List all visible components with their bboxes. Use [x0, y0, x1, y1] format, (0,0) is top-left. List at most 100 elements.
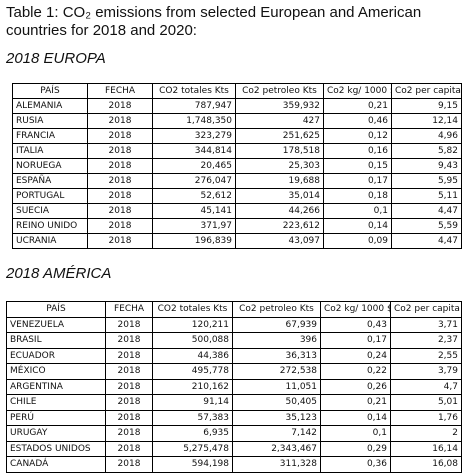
table-row: VENEZUELA 2018 120,211 67,939 0,43 3,71: [6, 316, 462, 333]
cell-co2-per-capita: 9,15: [391, 98, 462, 114]
cell-year: 2018: [105, 425, 153, 442]
cell-co2-total: 57,383: [152, 409, 233, 426]
table-row: SUECIA 2018 45,141 44,266 0,1 4,47: [12, 203, 462, 219]
table-header-row: PAÍS FECHA CO2 totales Kts Co2 petroleo Kts…: [6, 301, 462, 318]
cell-country: ECUADOR: [6, 347, 106, 364]
cell-year: 2018: [87, 128, 153, 144]
cell-co2-per-1000-usd: 0,24: [320, 347, 391, 364]
column-header-co2-per-1000-usd: Co2 kg/ 1000 $: [320, 301, 391, 318]
cell-co2-petroleum: 223,612: [235, 218, 324, 234]
cell-co2-per-1000-usd: 0,14: [323, 218, 392, 234]
cell-year: 2018: [87, 158, 153, 174]
cell-co2-total: 787,947: [152, 98, 236, 114]
cell-co2-petroleum: 427: [235, 113, 324, 129]
cell-co2-per-1000-usd: 0,1: [320, 425, 391, 442]
cell-co2-per-capita: 1,76: [390, 409, 462, 426]
table-row: FRANCIA 2018 323,279 251,625 0,12 4,96: [12, 128, 462, 144]
cell-co2-total: 45,141: [152, 203, 236, 219]
cell-co2-per-1000-usd: 0,09: [323, 233, 392, 249]
cell-country: FRANCIA: [12, 128, 88, 144]
cell-co2-per-capita: 2,37: [390, 332, 462, 349]
europe-emissions-table: PAÍS FECHA CO2 totales Kts Co2 petroleo Kts…: [12, 83, 462, 249]
table-row: URUGAY 2018 6,935 7,142 0,1 2: [6, 425, 462, 442]
cell-co2-per-1000-usd: 0,29: [320, 440, 391, 457]
cell-co2-total: 196,839: [152, 233, 236, 249]
cell-country: ESPAÑA: [12, 173, 88, 189]
table-row: CANADÁ 2018 594,198 311,328 0,36 16,08: [6, 456, 462, 473]
table-row: ITALIA 2018 344,814 178,518 0,16 5,82: [12, 143, 462, 159]
cell-co2-petroleum: 251,625: [235, 128, 324, 144]
cell-co2-per-capita: 9,43: [391, 158, 462, 174]
table-row: MÉXICO 2018 495,778 272,538 0,22 3,79: [6, 363, 462, 380]
cell-co2-per-1000-usd: 0,43: [320, 316, 391, 333]
cell-co2-petroleum: 25,303: [235, 158, 324, 174]
cell-co2-total: 6,935: [152, 425, 233, 442]
cell-co2-petroleum: 311,328: [232, 456, 321, 473]
cell-co2-per-1000-usd: 0,21: [323, 98, 392, 114]
cell-country: ITALIA: [12, 143, 88, 159]
column-header-co2-per-capita: Co2 per capita: [390, 301, 462, 318]
cell-co2-total: 276,047: [152, 173, 236, 189]
table-row: ESPAÑA 2018 276,047 19,688 0,17 5,95: [12, 173, 462, 189]
table-header-row: PAÍS FECHA CO2 totales Kts Co2 petroleo Kts…: [12, 83, 462, 99]
cell-country: URUGAY: [6, 425, 106, 442]
cell-co2-per-capita: 2,55: [390, 347, 462, 364]
table-row: ESTADOS UNIDOS 2018 5,275,478 2,343,467 0,29…: [6, 440, 462, 457]
table-row: CHILE 2018 91,14 50,405 0,21 5,01: [6, 394, 462, 411]
cell-co2-per-1000-usd: 0,18: [323, 188, 392, 204]
cell-year: 2018: [105, 456, 153, 473]
cell-country: BRASIL: [6, 332, 106, 349]
cell-co2-per-1000-usd: 0,36: [320, 456, 391, 473]
table-row: RUSIA 2018 1,748,350 427 0,46 12,14: [12, 113, 462, 129]
america-section-title: 2018 AMÉRICA: [6, 265, 112, 282]
cell-co2-per-capita: 3,71: [390, 316, 462, 333]
cell-year: 2018: [87, 143, 153, 159]
cell-co2-total: 20,465: [152, 158, 236, 174]
cell-country: PERÚ: [6, 409, 106, 426]
cell-co2-per-1000-usd: 0,12: [323, 128, 392, 144]
cell-co2-petroleum: 35,014: [235, 188, 324, 204]
cell-co2-petroleum: 359,932: [235, 98, 324, 114]
cell-year: 2018: [105, 440, 153, 457]
cell-co2-total: 52,612: [152, 188, 236, 204]
cell-year: 2018: [87, 98, 153, 114]
column-header-co2-total: CO2 totales Kts: [152, 301, 233, 318]
cell-co2-per-capita: 5,82: [391, 143, 462, 159]
cell-co2-per-capita: 4,96: [391, 128, 462, 144]
table-row: PERÚ 2018 57,383 35,123 0,14 1,76: [6, 409, 462, 426]
cell-co2-total: 44,386: [152, 347, 233, 364]
cell-co2-petroleum: 50,405: [232, 394, 321, 411]
cell-country: VENEZUELA: [6, 316, 106, 333]
cell-year: 2018: [87, 233, 153, 249]
cell-country: ARGENTINA: [6, 378, 106, 395]
cell-co2-petroleum: 67,939: [232, 316, 321, 333]
cell-co2-per-1000-usd: 0,21: [320, 394, 391, 411]
column-header-year: FECHA: [87, 83, 153, 99]
cell-country: CHILE: [6, 394, 106, 411]
cell-co2-total: 120,211: [152, 316, 233, 333]
cell-co2-per-capita: 2: [390, 425, 462, 442]
america-emissions-table: PAÍS FECHA CO2 totales Kts Co2 petroleo Kts…: [6, 301, 462, 473]
cell-co2-per-capita: 5,59: [391, 218, 462, 234]
cell-co2-per-capita: 16,08: [390, 456, 462, 473]
cell-year: 2018: [87, 218, 153, 234]
cell-co2-petroleum: 35,123: [232, 409, 321, 426]
cell-co2-total: 1,748,350: [152, 113, 236, 129]
cell-co2-per-capita: 12,14: [391, 113, 462, 129]
cell-co2-petroleum: 2,343,467: [232, 440, 321, 457]
cell-country: PORTUGAL: [12, 188, 88, 204]
cell-year: 2018: [105, 409, 153, 426]
cell-year: 2018: [105, 394, 153, 411]
cell-co2-total: 371,97: [152, 218, 236, 234]
cell-co2-per-capita: 5,01: [390, 394, 462, 411]
table-row: REINO UNIDO 2018 371,97 223,612 0,14 5,59: [12, 218, 462, 234]
column-header-year: FECHA: [105, 301, 153, 318]
cell-co2-per-capita: 5,95: [391, 173, 462, 189]
cell-co2-per-capita: 5,11: [391, 188, 462, 204]
cell-year: 2018: [105, 347, 153, 364]
table-row: ARGENTINA 2018 210,162 11,051 0,26 4,7: [6, 378, 462, 395]
europe-section-title: 2018 EUROPA: [6, 50, 106, 67]
cell-co2-per-capita: 3,79: [390, 363, 462, 380]
cell-co2-petroleum: 7,142: [232, 425, 321, 442]
cell-country: SUECIA: [12, 203, 88, 219]
